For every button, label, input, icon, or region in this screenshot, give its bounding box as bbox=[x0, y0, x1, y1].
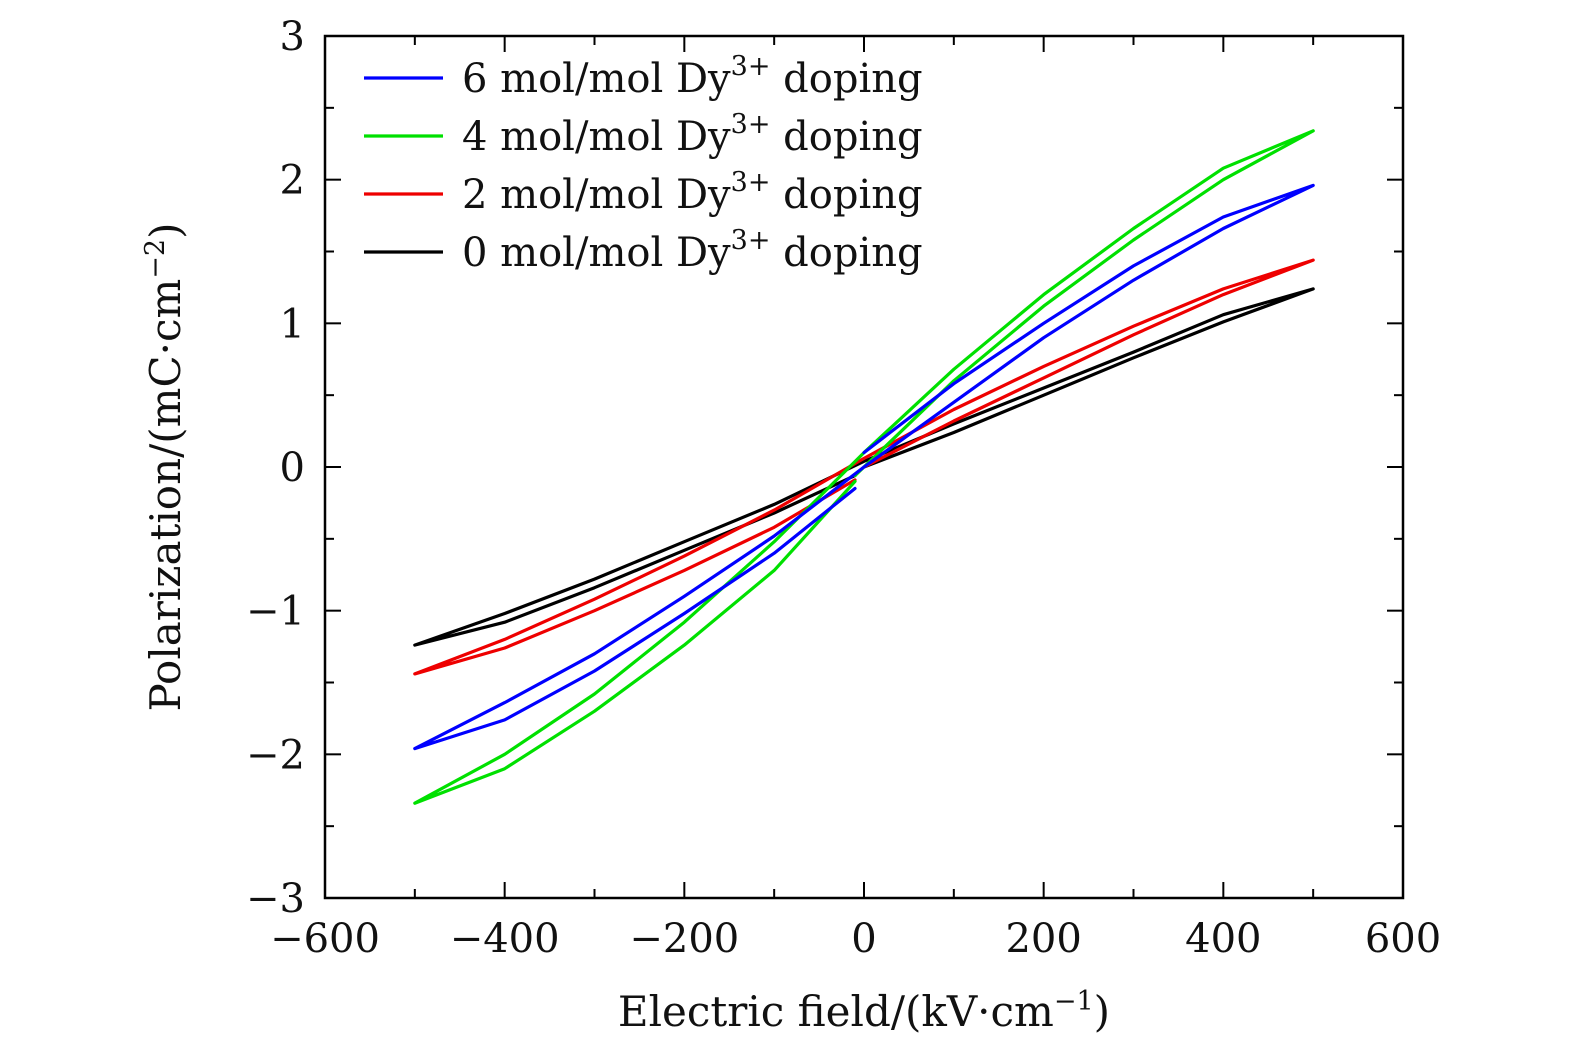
x-tick-label: −400 bbox=[450, 916, 560, 962]
y-axis-title: Polarization/(mC·cm−2) bbox=[140, 222, 190, 711]
x-tick-label: −200 bbox=[629, 916, 739, 962]
series-line-3 bbox=[413, 287, 1315, 647]
series-lines bbox=[413, 129, 1315, 805]
y-tick-label: −2 bbox=[246, 732, 305, 778]
x-tick-label: 400 bbox=[1185, 916, 1261, 962]
legend-label-3: 0 mol/mol Dy3+ doping bbox=[462, 225, 923, 276]
tick-labels: −600 −400 −200 0 200 400 600 −3 −2 −1 0 1 2 3 bbox=[246, 14, 1441, 962]
y-tick-label: −1 bbox=[246, 589, 305, 635]
legend: 6 mol/mol Dy3+ doping 4 mol/mol Dy3+ dopi… bbox=[364, 51, 923, 276]
legend-label-2: 2 mol/mol Dy3+ doping bbox=[462, 167, 923, 218]
legend-label-1: 4 mol/mol Dy3+ doping bbox=[462, 109, 923, 160]
x-tick-label: 0 bbox=[851, 916, 876, 962]
series-line-2 bbox=[413, 258, 1315, 676]
y-tick-label: 2 bbox=[280, 158, 305, 204]
y-tick-label: 0 bbox=[280, 445, 305, 491]
y-tick-label: 1 bbox=[280, 301, 305, 347]
series-line-0 bbox=[413, 183, 1315, 751]
x-axis-title: Electric field/(kV·cm−1) bbox=[618, 986, 1110, 1036]
plot-frame bbox=[323, 34, 1405, 900]
x-tick-label: 600 bbox=[1365, 916, 1441, 962]
x-tick-label: −600 bbox=[270, 916, 380, 962]
x-tick-label: 200 bbox=[1005, 916, 1081, 962]
legend-label-0: 6 mol/mol Dy3+ doping bbox=[462, 51, 923, 102]
y-tick-label: 3 bbox=[280, 14, 305, 60]
y-tick-label: −3 bbox=[246, 876, 305, 922]
